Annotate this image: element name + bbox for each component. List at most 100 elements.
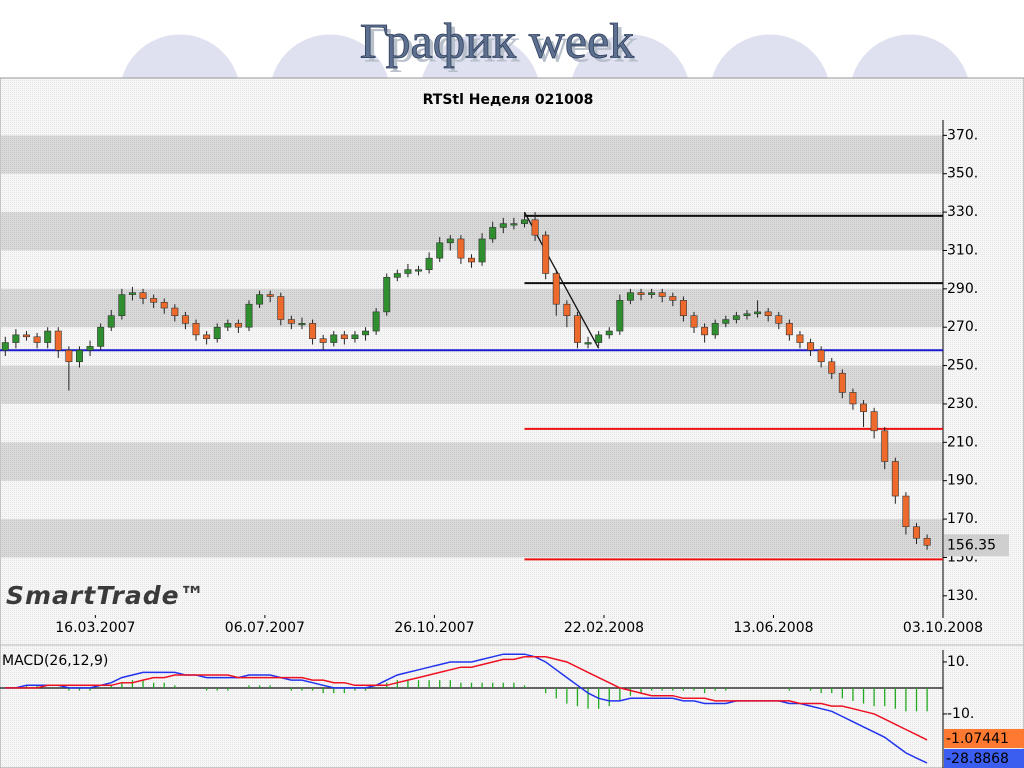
candle-body: [701, 326, 709, 336]
candle-body: [902, 495, 910, 528]
candle-body: [679, 300, 687, 316]
candle-body: [722, 319, 730, 324]
y-tick-label: 190.: [947, 473, 978, 489]
chart-panel: [0, 77, 1024, 768]
y-tick-label: 130.: [947, 588, 978, 604]
macd-tick-label: 10.: [947, 654, 969, 670]
chart-title: RTStl Неделя 021008: [423, 92, 594, 108]
slide-title-shadow: График week: [364, 16, 638, 72]
candle-body: [870, 411, 878, 432]
candle-body: [563, 303, 571, 316]
candle-body: [340, 334, 348, 340]
x-tick-label: 13.06.2008: [733, 620, 813, 636]
candle-body: [86, 346, 94, 351]
candle-body: [648, 292, 656, 295]
candle-body: [97, 326, 105, 347]
candle-body: [107, 315, 115, 328]
candle-body: [711, 323, 719, 336]
candle-body: [881, 430, 889, 462]
candle-body: [256, 294, 264, 305]
x-tick-label: 16.03.2007: [55, 620, 135, 636]
candle-body: [446, 238, 454, 244]
candle-body: [118, 294, 126, 316]
candle-body: [171, 307, 179, 316]
candle-body: [266, 294, 274, 297]
macd-value-box: [944, 749, 1024, 768]
candle-body: [690, 315, 698, 328]
candle-body: [287, 319, 295, 324]
macd-line: [5, 656, 928, 741]
candle-body: [754, 311, 762, 315]
candle-body: [23, 334, 30, 338]
candle-body: [319, 338, 327, 343]
candle-body: [330, 334, 338, 343]
price-label: 156.35: [947, 537, 996, 553]
candle-body: [573, 315, 581, 343]
candle-body: [669, 296, 677, 301]
x-tick-label: 03.10.2008: [903, 620, 983, 636]
candle-body: [351, 334, 359, 340]
x-tick-label: 26.10.2007: [394, 620, 474, 636]
candle-body: [489, 227, 497, 240]
candle-body: [807, 342, 815, 351]
candle-body: [796, 334, 804, 343]
candle-body: [595, 334, 603, 343]
macd-value-box: [944, 729, 1024, 748]
candle-body: [436, 242, 444, 259]
candle-body: [923, 537, 931, 546]
y-tick-label: 290.: [947, 281, 978, 297]
candle-body: [128, 292, 136, 295]
candle-body: [44, 330, 52, 343]
y-tick-label: 370.: [947, 127, 978, 143]
candle-body: [552, 273, 560, 305]
slide-title: График week: [360, 12, 634, 68]
price-box: [944, 534, 1009, 557]
candle-body: [542, 234, 550, 274]
macd-label: MACD(26,12,9): [2, 653, 108, 669]
candle-body: [309, 323, 317, 340]
candle-body: [828, 361, 836, 374]
candle-body: [457, 238, 465, 259]
candle-body: [478, 238, 486, 263]
logo: SmartTrade™: [6, 581, 206, 610]
macd-tick-label: -10.: [947, 706, 974, 722]
candle-body: [192, 323, 200, 336]
candle-body: [160, 301, 168, 309]
candle-body: [913, 526, 920, 539]
grid-band: [1, 288, 943, 328]
candle-body: [234, 323, 242, 328]
candle-body: [181, 315, 189, 324]
candle-body: [393, 273, 401, 278]
candle-body: [383, 277, 391, 313]
candle-body: [531, 219, 539, 236]
candle-body: [245, 303, 253, 328]
y-tick-label: 350.: [947, 166, 978, 182]
candle-body: [1, 342, 9, 351]
y-tick-label: 210.: [947, 434, 978, 450]
grid-band: [1, 442, 943, 481]
candle-body: [425, 257, 433, 270]
y-tick-label: 250.: [947, 358, 978, 374]
candle-body: [213, 326, 221, 340]
candle-body: [520, 219, 528, 224]
candle-body: [298, 323, 306, 326]
y-tick-label: 270.: [947, 319, 978, 335]
candle-body: [817, 349, 825, 363]
candle-body: [12, 334, 20, 343]
candle-body: [404, 269, 412, 274]
candle-body: [626, 292, 634, 301]
candle-body: [362, 330, 370, 336]
candle-body: [616, 300, 624, 332]
candle-body: [764, 311, 772, 316]
candle-body: [637, 292, 645, 295]
candle-body: [743, 313, 751, 316]
y-tick-label: 330.: [947, 204, 978, 220]
plot: 130.150.170.190.210.230.250.270.290.310.…: [0, 120, 1024, 768]
candle-body: [75, 349, 83, 363]
y-tick-label: 170.: [947, 511, 978, 527]
candle-body: [775, 315, 783, 324]
candle-body: [277, 296, 285, 320]
candle-body: [499, 223, 507, 228]
candle-body: [415, 269, 423, 272]
